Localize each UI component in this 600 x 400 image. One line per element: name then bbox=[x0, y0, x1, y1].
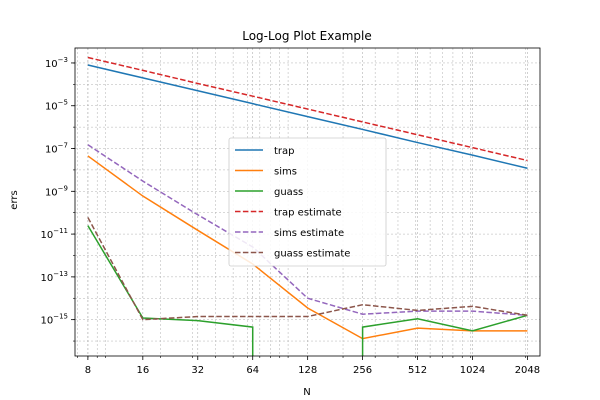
y-tick-label: 10−7 bbox=[45, 142, 68, 156]
x-tick-label: 128 bbox=[298, 365, 317, 376]
x-tick-label: 64 bbox=[246, 365, 259, 376]
legend-label-sims: sims bbox=[274, 167, 297, 178]
series-lines bbox=[87, 56, 528, 356]
y-tick-label: 10−13 bbox=[40, 270, 68, 284]
legend-label-trap-estimate: trap estimate bbox=[274, 208, 342, 219]
x-tick-label: 32 bbox=[191, 365, 204, 376]
y-tick-label: 10−9 bbox=[45, 184, 68, 198]
y-axis-label: errs bbox=[9, 190, 20, 209]
legend-label-guass: guass bbox=[274, 187, 303, 198]
y-tick-label: 10−11 bbox=[40, 227, 68, 241]
series-line-sims bbox=[87, 155, 528, 340]
series-line-guass bbox=[361, 314, 528, 356]
legend-label-sims-estimate: sims estimate bbox=[274, 228, 344, 239]
legend: trap sims guass trap estimate sims estimate g… bbox=[228, 137, 387, 267]
x-axis-label: N bbox=[303, 387, 310, 398]
x-tick-label: 256 bbox=[353, 365, 372, 376]
x-tick-label: 1024 bbox=[460, 365, 485, 376]
chart-title: Log-Log Plot Example bbox=[242, 29, 372, 43]
series-line-trap bbox=[87, 64, 528, 169]
axis-ticks: 8 16 32 64 128 256 512 1024 2048 10−3 10−5 10−7 10−9… bbox=[40, 56, 540, 376]
x-tick-label: 8 bbox=[85, 365, 91, 376]
legend-box bbox=[228, 137, 387, 267]
legend-label-guass-estimate: guass estimate bbox=[274, 249, 350, 260]
series-line-trap-estimate bbox=[87, 56, 528, 162]
x-tick-label: 16 bbox=[136, 365, 149, 376]
y-tick-label: 10−5 bbox=[45, 99, 68, 113]
series-line-sims-estimate bbox=[87, 144, 528, 317]
series-line-guass bbox=[87, 225, 254, 356]
x-tick-label: 512 bbox=[408, 365, 427, 376]
series-line-guass-estimate bbox=[87, 217, 528, 321]
x-tick-label: 2048 bbox=[515, 365, 540, 376]
y-tick-label: 10−15 bbox=[40, 313, 68, 327]
legend-label-trap: trap bbox=[274, 146, 295, 157]
y-tick-label: 10−3 bbox=[45, 56, 68, 70]
